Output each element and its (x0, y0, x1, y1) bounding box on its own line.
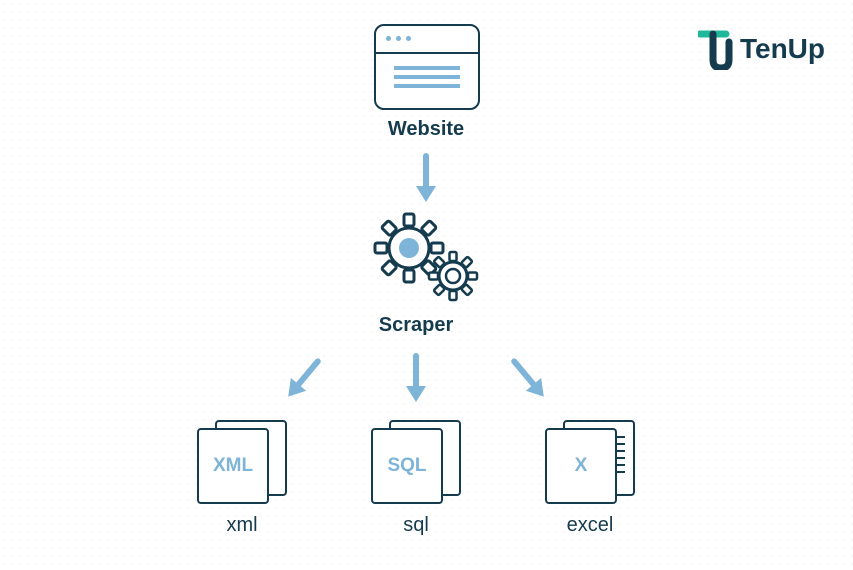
website-label: Website (388, 118, 464, 141)
file-front: XML (197, 428, 269, 504)
browser-content-lines (394, 66, 460, 93)
browser-dots-icon (386, 36, 411, 41)
scraper-label: Scraper (379, 314, 454, 337)
logo: TenUp (698, 28, 825, 70)
website-icon (374, 24, 480, 110)
sql-file-icon: SQL (371, 420, 461, 504)
scraper-gears-icon (367, 210, 487, 306)
arrow-down-icon (411, 152, 441, 206)
browser-header (376, 26, 478, 54)
xml-label: xml (226, 514, 257, 537)
arrow-down-left-icon (274, 349, 332, 410)
logo-text: TenUp (740, 33, 825, 65)
excel-file-icon: X (545, 420, 635, 504)
xml-file-icon: XML (197, 420, 287, 504)
file-front: X (545, 428, 617, 504)
file-type-label: SQL (387, 455, 426, 477)
logo-mark-icon (698, 28, 734, 70)
excel-label: excel (567, 514, 614, 537)
file-type-label: X (575, 455, 588, 477)
diagram-container: Website (0, 0, 853, 570)
file-type-label: XML (213, 455, 253, 477)
arrow-down-center-icon (401, 352, 431, 406)
sql-label: sql (403, 514, 429, 537)
file-front: SQL (371, 428, 443, 504)
arrow-down-right-icon (500, 349, 558, 410)
